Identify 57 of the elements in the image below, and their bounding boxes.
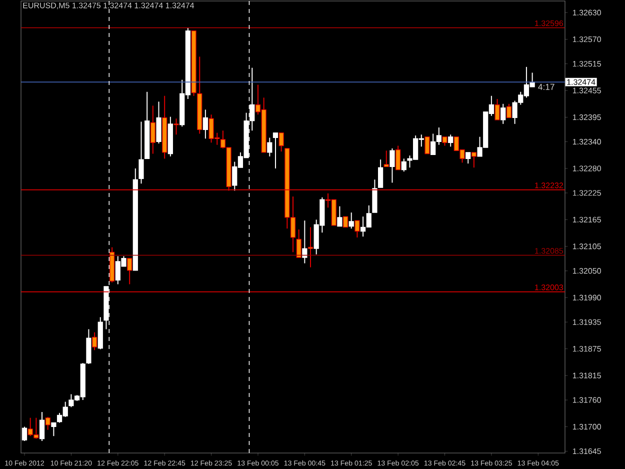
candlestick — [471, 152, 476, 168]
candlestick — [22, 426, 28, 442]
candlestick — [296, 228, 302, 258]
candlestick — [390, 148, 395, 184]
y-tick-label: 1.32050 — [572, 268, 601, 274]
y-tick-label: 1.32105 — [572, 244, 601, 250]
y-tick-label: 1.32340 — [572, 138, 601, 145]
candlestick — [494, 98, 500, 120]
y-tick-label: 1.31935 — [572, 319, 601, 325]
y-tick-label: 1.31760 — [572, 397, 601, 403]
candlestick — [348, 212, 354, 230]
chart-title: EURUSD,M5 1.32475 1.32474 1.32474 1.32474 — [23, 2, 194, 10]
candlestick — [466, 152, 471, 164]
y-tick-label: 1.31815 — [572, 372, 601, 378]
y-tick-label: 1.32395 — [572, 114, 601, 120]
candlestick — [500, 103, 506, 124]
y-tick-label: 1.32455 — [572, 88, 601, 94]
ref-line-label: 1.32232 — [535, 182, 563, 188]
candlestick — [424, 136, 430, 154]
y-tick-label: 1.32225 — [572, 190, 601, 196]
ref-line-label: 1.32596 — [535, 20, 564, 26]
y-tick-label: 1.32165 — [572, 216, 601, 222]
y-tick-label: 1.32630 — [572, 10, 601, 16]
candlestick — [272, 132, 278, 169]
candlestick — [384, 150, 389, 168]
candlestick — [150, 105, 156, 154]
candlestick — [39, 412, 45, 442]
candlestick — [354, 220, 360, 238]
candlestick — [202, 109, 208, 140]
candlestick — [342, 216, 348, 228]
candlestick — [138, 121, 144, 184]
y-tick-label: 1.31645 — [572, 448, 601, 454]
candlestick — [378, 159, 384, 188]
ref-line-label: 1.32003 — [535, 284, 564, 290]
candlestick — [506, 103, 512, 118]
candlestick — [396, 145, 401, 170]
y-tick-label: 1.32280 — [572, 166, 601, 172]
candlestick — [267, 137, 272, 157]
candlestick — [278, 132, 284, 152]
candlestick — [308, 226, 314, 268]
y-tick-label: 1.31990 — [572, 294, 601, 300]
y-tick-label: 1.32570 — [572, 36, 601, 42]
ref-line-label: 1.32474 — [567, 79, 596, 85]
candlestick — [127, 258, 132, 285]
candlestick — [448, 134, 454, 148]
candlestick — [45, 416, 50, 430]
candlestick — [337, 206, 342, 227]
candlestick — [51, 422, 56, 437]
candlestick — [401, 158, 406, 172]
y-tick-label: 1.31700 — [572, 424, 601, 430]
annotation: 4:17 — [538, 84, 554, 90]
candlestick — [302, 220, 308, 264]
candlestick — [174, 118, 179, 136]
y-tick-label: 1.31875 — [572, 346, 601, 352]
y-tick-label: 1.32515 — [572, 60, 601, 67]
candlestick — [92, 332, 98, 351]
ref-line-label: 1.32085 — [535, 248, 564, 254]
